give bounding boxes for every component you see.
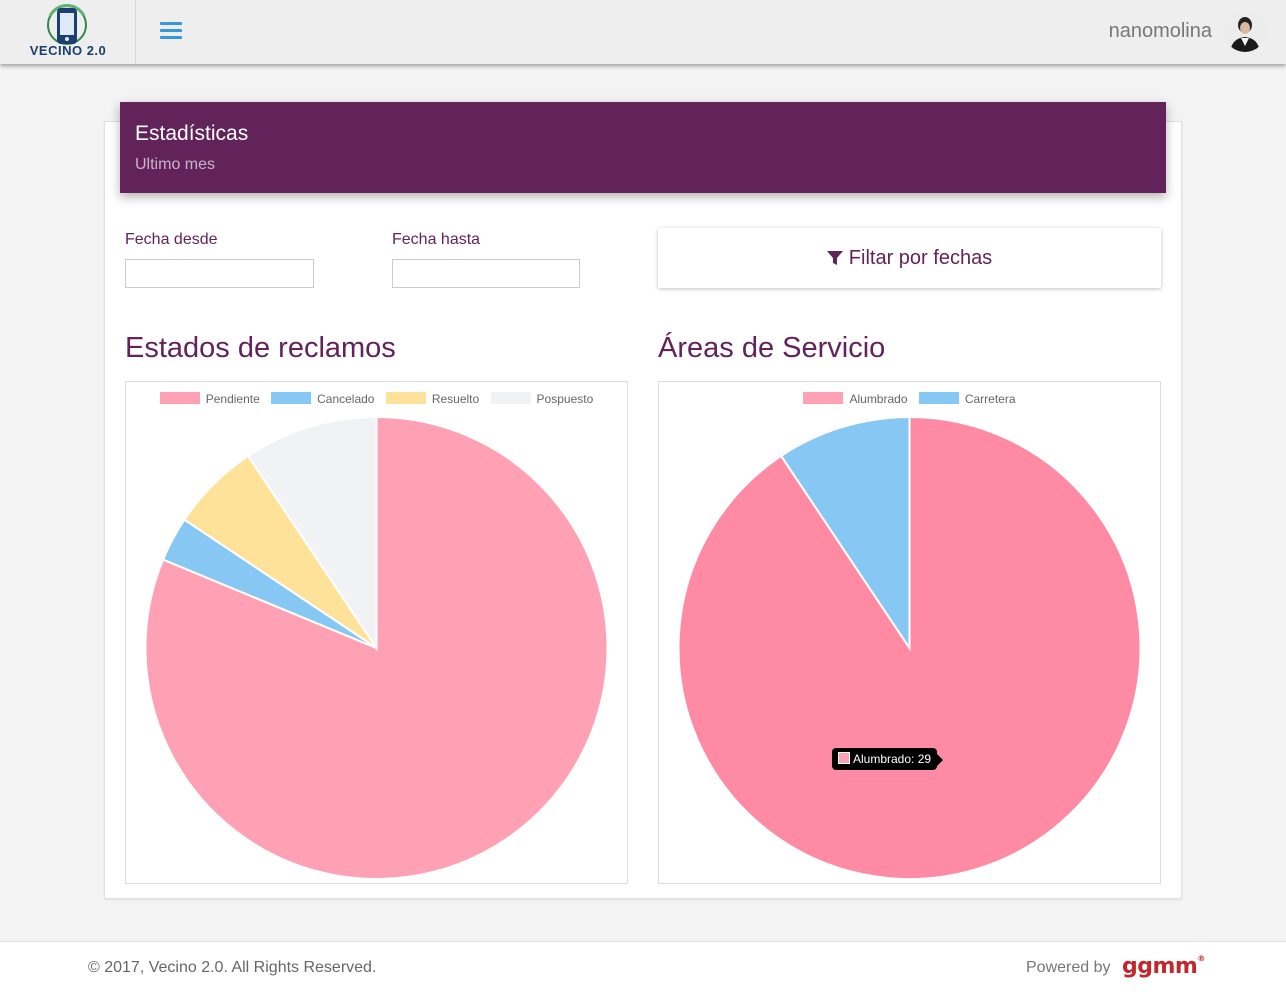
logo-text: VECINO 2.0 [29, 43, 107, 58]
chart-tooltip: Alumbrado: 29 [832, 748, 944, 770]
user-avatar-icon [1224, 10, 1266, 52]
legend-swatch-2 [385, 392, 426, 404]
legend-item[interactable]: Resuelto [385, 392, 480, 406]
ggmm-logo[interactable]: ggmm® [1122, 954, 1205, 979]
footer: © 2017, Vecino 2.0. All Rights Reserved.… [0, 941, 1286, 1002]
filter-button-label: Filtar por fechas [848, 247, 993, 269]
legend-item[interactable]: Cancelado [271, 392, 374, 406]
copyright-text: © 2017, Vecino 2.0. All Rights Reserved. [88, 959, 377, 976]
top-bar: VECINO 2.0 nanomolina [0, 0, 1286, 64]
bars-icon[interactable] [160, 22, 182, 42]
username[interactable]: nanomolina [1108, 20, 1212, 42]
legend-label: Pendiente [205, 392, 260, 406]
chart2-legend: Alumbrado Carretera [659, 392, 1160, 406]
pie-chart-areas[interactable] [659, 382, 1160, 883]
date-from-input[interactable] [125, 259, 314, 288]
legend-label: Carretera [964, 392, 1016, 406]
legend-label: Resuelto [431, 392, 480, 406]
legend-swatch-3 [490, 392, 531, 404]
legend-item[interactable]: Pospuesto [490, 392, 594, 406]
legend-swatch-0 [159, 392, 200, 404]
legend-swatch-1 [918, 392, 959, 404]
pie-chart-estados[interactable] [126, 382, 627, 883]
legend-swatch-1 [271, 392, 312, 404]
chart-estados: Pendiente Cancelado Resuelto Pospuesto [125, 381, 628, 884]
legend-label: Alumbrado [849, 392, 908, 406]
legend-item[interactable]: Carretera [918, 392, 1016, 406]
ggmm-logo-text: ggmm [1122, 954, 1198, 979]
card-header: Estadísticas Ultimo mes [120, 102, 1166, 193]
date-to-label: Fecha hasta [392, 231, 481, 248]
legend-swatch-0 [803, 392, 844, 404]
chart1-title: Estados de reclamos [125, 332, 396, 364]
phone-logo-icon [47, 4, 87, 45]
date-from-label: Fecha desde [125, 231, 218, 248]
legend-label: Cancelado [317, 392, 375, 406]
pie-slice-pospuesto[interactable] [246, 415, 378, 652]
legend-label: Pospuesto [536, 392, 594, 406]
chart2-title: Áreas de Servicio [658, 332, 886, 364]
page-subtitle: Ultimo mes [135, 156, 216, 173]
filter-icon [826, 251, 843, 265]
tooltip-text: Alumbrado: 29 [853, 752, 932, 766]
chart-areas: Alumbrado Carretera Alumbrado: 29 [658, 381, 1161, 884]
pie-slice-alumbrado[interactable] [677, 415, 1142, 880]
powered-by-text: Powered by [1026, 959, 1111, 976]
avatar[interactable] [1224, 10, 1266, 52]
chart1-legend: Pendiente Cancelado Resuelto Pospuesto [126, 392, 627, 406]
legend-item[interactable]: Pendiente [159, 392, 260, 406]
page-title: Estadísticas [135, 122, 249, 145]
tooltip-swatch [838, 752, 850, 764]
filter-by-dates-button[interactable]: Filtar por fechas [658, 228, 1161, 288]
legend-item[interactable]: Alumbrado [803, 392, 908, 406]
date-to-input[interactable] [392, 259, 580, 288]
pie-slice-carretera[interactable] [779, 415, 911, 652]
logo[interactable]: VECINO 2.0 [0, 0, 136, 64]
